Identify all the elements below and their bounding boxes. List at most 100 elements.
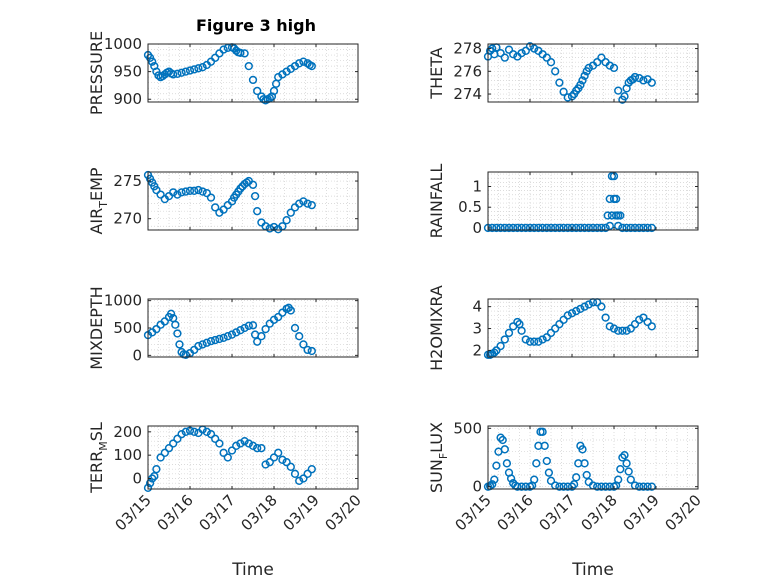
x-tick-label: 03/20 — [662, 491, 705, 534]
data-point — [248, 441, 258, 450]
data-point — [542, 456, 551, 466]
data-point — [504, 328, 514, 338]
data-point — [576, 223, 585, 233]
data-point — [534, 337, 543, 346]
data-point — [202, 338, 211, 347]
data-point — [232, 46, 241, 55]
data-point — [269, 453, 279, 462]
data-point — [295, 332, 304, 341]
data-point — [181, 187, 190, 196]
data-point — [639, 223, 648, 233]
data-point — [584, 223, 593, 233]
data-point — [257, 444, 266, 453]
data-point — [181, 67, 190, 76]
data-point — [496, 223, 505, 233]
x-axis-label: Time — [231, 560, 274, 580]
data-point — [593, 482, 602, 491]
data-point — [597, 223, 606, 233]
data-point — [295, 59, 304, 68]
data-point — [597, 482, 606, 491]
data-point — [307, 465, 316, 474]
x-tick-label: 03/19 — [620, 491, 663, 534]
data-point — [190, 427, 199, 436]
data-point — [559, 87, 568, 96]
data-point — [190, 65, 199, 74]
y-tick-label: 276 — [453, 62, 482, 80]
data-point — [525, 42, 535, 51]
data-point — [624, 467, 633, 476]
y-tick-label: 1000 — [104, 292, 142, 310]
data-point — [609, 324, 619, 333]
data-point — [584, 63, 593, 73]
data-point — [173, 329, 182, 338]
x-tick-label: 03/19 — [280, 491, 323, 534]
data-point — [534, 223, 543, 233]
data-point — [530, 337, 539, 346]
data-point — [177, 188, 186, 197]
data-point — [152, 185, 161, 195]
data-point — [261, 324, 270, 334]
data-point — [198, 187, 207, 196]
x-tick-label: 03/20 — [322, 491, 365, 534]
data-point — [160, 317, 169, 326]
data-point — [177, 68, 186, 77]
data-point — [282, 216, 291, 225]
data-point — [572, 306, 581, 316]
data-point — [171, 320, 180, 329]
data-point — [513, 223, 522, 233]
data-point — [173, 69, 182, 78]
data-point — [563, 93, 572, 102]
y-tick-label: 1 — [472, 178, 482, 196]
data-point — [559, 482, 568, 491]
x-tick-label: 03/16 — [494, 491, 537, 534]
data-point — [244, 61, 253, 71]
y-axis-label: AIRTEMP — [87, 167, 110, 234]
y-tick-label: 0 — [472, 219, 482, 237]
data-point — [286, 462, 295, 471]
data-point — [569, 480, 579, 489]
data-point — [265, 224, 274, 233]
data-point — [530, 223, 539, 233]
data-point — [513, 317, 522, 327]
data-point — [555, 482, 564, 491]
data-point — [540, 441, 549, 450]
y-tick-label: 500 — [113, 319, 142, 337]
data-point — [572, 86, 581, 95]
data-point — [240, 49, 249, 58]
data-point — [278, 455, 287, 464]
data-point — [307, 61, 316, 71]
data-point — [206, 336, 216, 346]
data-point — [544, 468, 554, 477]
data-point — [597, 53, 606, 62]
data-point — [175, 340, 184, 349]
data-point — [152, 324, 161, 334]
data-point — [303, 469, 312, 478]
data-point — [181, 350, 190, 359]
panel-h2omixra: 2 3 4 H2OMIXRA — [427, 285, 699, 371]
data-point — [542, 53, 551, 62]
data-point — [611, 211, 621, 220]
data-point — [572, 223, 581, 233]
data-point — [504, 223, 514, 233]
data-point — [198, 340, 207, 349]
data-point — [576, 80, 585, 90]
data-point — [198, 63, 207, 72]
y-axis-label: TERRMSL — [87, 422, 110, 494]
data-point — [236, 184, 245, 193]
plot-area — [488, 172, 698, 230]
data-point — [496, 341, 505, 351]
data-point — [601, 313, 610, 322]
data-point — [542, 223, 551, 233]
data-point — [546, 58, 556, 67]
data-point — [639, 313, 648, 322]
data-point — [626, 475, 635, 484]
data-point — [643, 317, 652, 327]
data-point — [169, 439, 178, 448]
data-point — [274, 448, 283, 457]
data-point — [202, 188, 211, 198]
data-point — [521, 223, 530, 233]
data-point — [517, 326, 526, 335]
